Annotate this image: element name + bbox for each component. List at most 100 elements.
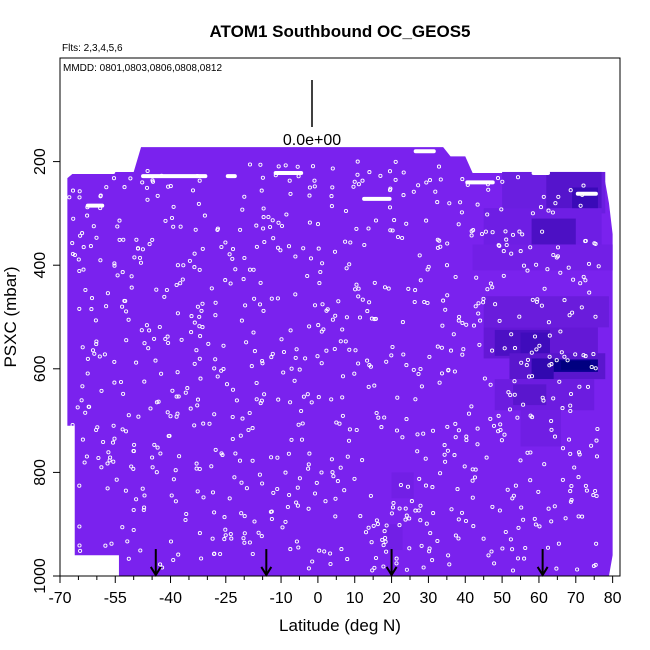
sample-point (258, 280, 263, 285)
sample-point (360, 178, 365, 183)
sample-point (195, 489, 200, 494)
sample-point (238, 433, 243, 438)
sample-point (369, 316, 374, 321)
sample-point (517, 229, 522, 234)
sample-point (224, 382, 230, 387)
sample-point (280, 525, 285, 530)
sample-point (106, 450, 111, 455)
sample-point (283, 519, 288, 524)
sample-point (566, 265, 571, 270)
sample-point (357, 315, 363, 320)
sample-point (578, 203, 583, 208)
sample-point (175, 311, 180, 316)
sample-point (435, 200, 440, 205)
sample-point (197, 314, 202, 319)
sample-point (314, 480, 319, 485)
sample-point (346, 438, 352, 443)
sample-point (330, 185, 335, 190)
sample-point (288, 191, 293, 196)
sample-point (70, 422, 75, 428)
sample-point (438, 471, 443, 476)
sample-point (498, 422, 503, 427)
sample-point (194, 461, 199, 466)
sample-point (111, 423, 116, 428)
sample-point (246, 427, 251, 433)
top-strip (531, 170, 550, 175)
sample-point (556, 541, 561, 546)
x-tick-label: 10 (346, 590, 364, 607)
sample-point (324, 348, 329, 353)
sample-point (269, 516, 274, 522)
sample-point (158, 562, 163, 567)
sample-point (288, 328, 293, 333)
sample-point (529, 350, 534, 355)
sample-point (482, 376, 487, 381)
sample-point (284, 212, 289, 217)
sample-point (257, 472, 262, 477)
sample-point (215, 374, 220, 379)
sample-point (121, 391, 126, 396)
sample-point (93, 318, 98, 323)
sample-point (139, 328, 144, 333)
x-axis-label: Latitude (deg N) (279, 616, 401, 635)
sample-point (184, 511, 189, 517)
sample-point (104, 185, 109, 190)
sample-point (585, 384, 591, 389)
sample-point (270, 218, 275, 223)
sample-point (460, 320, 465, 326)
sample-point (387, 169, 393, 174)
sample-point (99, 388, 104, 393)
sample-point (244, 486, 249, 491)
sample-point (222, 515, 227, 520)
sample-point (366, 525, 371, 530)
sample-point (98, 194, 103, 199)
sample-point (389, 511, 394, 516)
sample-point (213, 300, 218, 305)
sample-point (507, 407, 513, 412)
sample-point (382, 285, 388, 290)
sample-point (504, 237, 509, 242)
x-tick-label: -40 (159, 590, 182, 607)
sample-point (512, 346, 518, 351)
sample-point (166, 340, 171, 346)
sample-point (307, 193, 312, 198)
sample-point (261, 206, 266, 211)
sample-point (577, 384, 582, 389)
sample-point (333, 514, 338, 519)
sample-point (76, 257, 81, 262)
sample-point (549, 427, 554, 432)
sample-point (268, 224, 273, 230)
sample-point (595, 426, 600, 432)
sample-point (145, 168, 150, 174)
profile-arrow-head (536, 566, 549, 577)
sample-point (486, 187, 491, 192)
sample-point (199, 556, 204, 561)
sample-point (142, 379, 147, 384)
sample-point (478, 318, 483, 323)
sample-point (340, 327, 345, 332)
sample-point (294, 500, 299, 505)
sample-point (593, 366, 598, 371)
sample-point (257, 302, 263, 307)
sample-point (379, 425, 384, 430)
sample-point (242, 514, 247, 519)
sample-point (549, 418, 554, 424)
sample-point (337, 421, 342, 426)
sample-point (448, 348, 454, 353)
sample-point (343, 339, 348, 344)
sample-point (78, 233, 83, 238)
sample-point (310, 164, 316, 169)
sample-point (197, 324, 202, 329)
sample-point (580, 192, 585, 197)
sample-point (430, 558, 435, 563)
sample-point (430, 428, 436, 433)
sample-point (213, 447, 218, 452)
sample-point (187, 258, 192, 263)
sample-point (209, 286, 214, 291)
sample-point (169, 493, 174, 498)
sample-point (549, 519, 554, 524)
sample-point (453, 533, 458, 538)
sample-point (345, 557, 350, 562)
sample-point (175, 263, 180, 268)
sample-point (576, 475, 581, 480)
